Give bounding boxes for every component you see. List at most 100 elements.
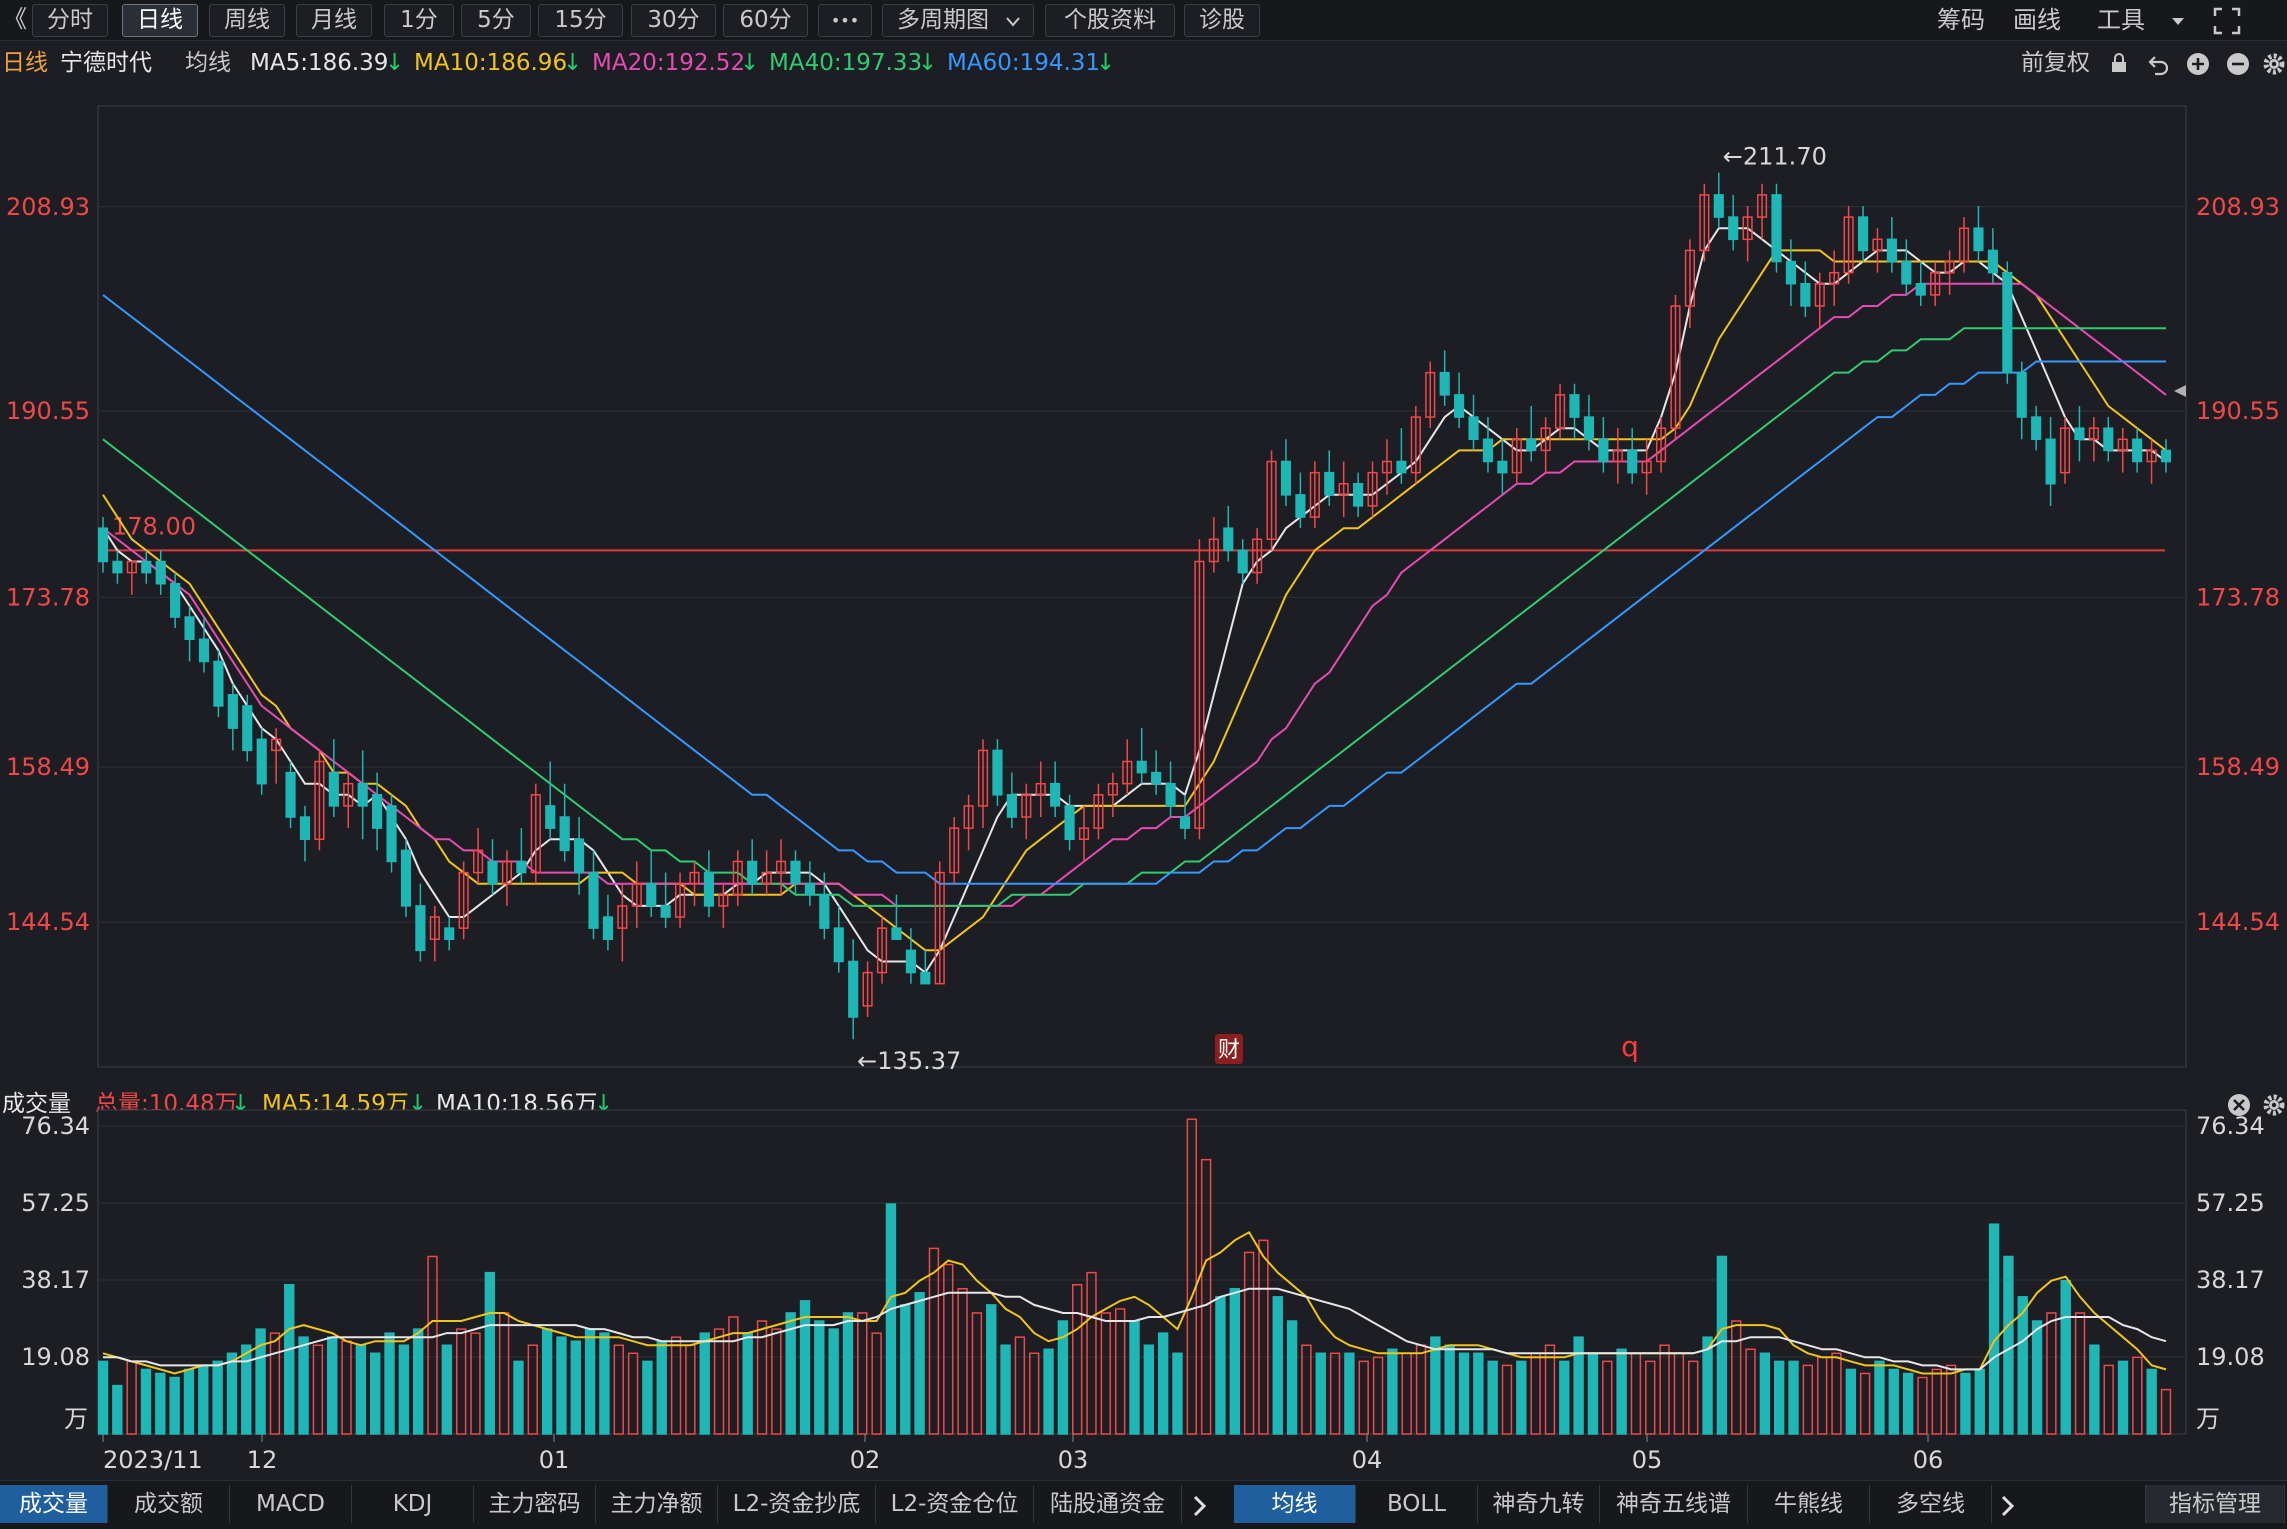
indicator-tab-macd[interactable]: MACD: [230, 1485, 352, 1523]
zoom-in-icon[interactable]: [2186, 52, 2210, 76]
volume-bar-down: [556, 1336, 567, 1435]
price-info-bar: 日线 宁德时代 均线 MA5:186.39 ↓ MA10:186.96 ↓ MA…: [0, 43, 2287, 83]
stock-name[interactable]: 宁德时代: [60, 50, 152, 76]
volume-bar-down: [484, 1271, 496, 1435]
stock-info-button[interactable]: 个股资料: [1045, 4, 1175, 37]
volume-bar-down: [1988, 1223, 2000, 1435]
period-tab-30min[interactable]: 30分: [631, 4, 716, 37]
candle-down: [1857, 216, 1869, 252]
x-tick-label: 02: [850, 1446, 881, 1474]
indicator-tab-amount[interactable]: 成交额: [108, 1485, 230, 1523]
overlay-tab-magic-nine[interactable]: 神奇九转: [1478, 1485, 1600, 1523]
chevron-right-icon[interactable]: [2000, 1495, 2016, 1517]
back-icon[interactable]: 《: [3, 5, 27, 33]
period-tab-daily[interactable]: 日线: [122, 4, 198, 37]
volume-tick-right: 57.25: [2196, 1189, 2265, 1217]
overlay-tab-bull-bear[interactable]: 牛熊线: [1748, 1485, 1870, 1523]
volume-bar-up: [1358, 1360, 1369, 1435]
volume-bar-down: [1272, 1296, 1283, 1435]
multi-period-dropdown[interactable]: 多周期图: [882, 4, 1034, 37]
close-icon[interactable]: [2227, 1093, 2251, 1117]
overlay-tab-long-short[interactable]: 多空线: [1870, 1485, 1992, 1523]
volume-label: 成交量: [2, 1091, 71, 1117]
settings-icon[interactable]: [2262, 1093, 2286, 1117]
lock-icon[interactable]: [2108, 52, 2130, 74]
volume-bar-down: [1315, 1352, 1326, 1435]
candle-down: [1136, 760, 1147, 774]
candle-down: [1526, 438, 1537, 452]
ma20-value: MA20:192.52: [592, 50, 746, 76]
high-marker: ←211.70: [1723, 143, 1827, 171]
indicator-tab-bar: 成交量 成交额 MACD KDJ 主力密码 主力净额 L2-资金抄底 L2-资金…: [0, 1480, 2287, 1529]
tools-menu[interactable]: 工具: [2097, 4, 2184, 37]
overlay-tab-boll[interactable]: BOLL: [1356, 1485, 1478, 1523]
volume-bar-up: [1014, 1336, 1026, 1435]
indicator-tab-kdj[interactable]: KDJ: [352, 1485, 474, 1523]
settings-icon[interactable]: [2262, 52, 2286, 76]
indicator-tab-main-code[interactable]: 主力密码: [474, 1485, 596, 1523]
volume-bar-down: [1000, 1344, 1011, 1435]
volume-bar-down: [570, 1340, 581, 1435]
indicator-tab-l2-bottom[interactable]: L2-资金抄底: [718, 1485, 876, 1523]
candle-up: [1252, 538, 1263, 574]
volume-bar-up: [1243, 1251, 1255, 1435]
volume-bar-up: [427, 1255, 438, 1435]
overlay-tab-magic-staff[interactable]: 神奇五线谱: [1600, 1485, 1748, 1523]
indicator-manage-button[interactable]: 指标管理: [2145, 1485, 2285, 1523]
volume-bar-down: [1143, 1344, 1155, 1435]
overlay-tab-ma[interactable]: 均线: [1234, 1485, 1356, 1523]
volume-bar-down: [2146, 1368, 2157, 1435]
volume-bar-down: [1172, 1352, 1183, 1435]
volume-bar-up: [1086, 1271, 1097, 1435]
candle-down: [487, 860, 498, 885]
more-periods-button[interactable]: •••: [818, 4, 872, 37]
price-chart[interactable]: 208.93 208.93 190.55 190.55 173.78 173.78 158.…: [0, 82, 2287, 1082]
candle-down: [1050, 782, 1061, 807]
candle-down: [415, 905, 426, 952]
volume-bar-up: [1501, 1364, 1513, 1435]
volume-bar-down: [900, 1304, 911, 1435]
volume-bar-down: [1430, 1336, 1441, 1435]
candle-down: [1223, 527, 1234, 552]
chips-button[interactable]: 筹码: [1937, 6, 1985, 34]
candle-up: [314, 760, 325, 840]
period-tab-15min[interactable]: 15分: [538, 4, 623, 37]
undo-icon[interactable]: [2147, 52, 2171, 76]
volume-chart[interactable]: 76.34 76.34 57.25 57.25 38.17 38.17 19.08 19.08…: [0, 1100, 2287, 1480]
volume-bar-down: [370, 1352, 381, 1435]
last-price-pointer: [2174, 385, 2186, 397]
zoom-out-icon[interactable]: [2226, 52, 2250, 76]
price-tick-right: 208.93: [2196, 193, 2280, 221]
period-tab-60min[interactable]: 60分: [723, 4, 808, 37]
candle-up: [1944, 260, 1955, 274]
candle-down: [573, 838, 585, 874]
draw-line-button[interactable]: 画线: [2013, 6, 2061, 34]
diagnose-button[interactable]: 诊股: [1184, 4, 1260, 37]
indicator-tab-main-net[interactable]: 主力净额: [596, 1485, 718, 1523]
indicator-tab-l2-position[interactable]: L2-资金仓位: [876, 1485, 1034, 1523]
period-tab-monthly[interactable]: 月线: [296, 4, 372, 37]
candle-up: [1756, 194, 1768, 218]
indicator-tab-volume[interactable]: 成交量: [0, 1485, 108, 1523]
volume-bar-up: [928, 1247, 940, 1435]
indicator-tab-northbound[interactable]: 陆股通资金: [1034, 1485, 1182, 1523]
volume-ma-line-ma10: [103, 1287, 2167, 1371]
volume-bar-up: [1745, 1348, 1756, 1435]
expand-icon[interactable]: [2212, 6, 2242, 36]
price-tick-right: 158.49: [2196, 753, 2280, 781]
candle-down: [1901, 260, 1912, 285]
candle-up: [732, 860, 743, 896]
volume-tick-left: 57.25: [21, 1189, 90, 1217]
volume-tick-right: 38.17: [2196, 1266, 2265, 1294]
candle-up: [473, 849, 484, 874]
candle-up: [977, 749, 989, 807]
chevron-right-icon[interactable]: [1192, 1495, 1208, 1517]
ma-type-label[interactable]: 均线: [185, 50, 231, 76]
period-tab-weekly[interactable]: 周线: [209, 4, 285, 37]
period-tab-1min[interactable]: 1分: [384, 4, 454, 37]
adjust-mode[interactable]: 前复权: [2021, 50, 2090, 76]
period-tab-fenshi[interactable]: 分时: [32, 4, 108, 37]
candle-down: [227, 694, 238, 729]
period-tab-5min[interactable]: 5分: [461, 4, 531, 37]
volume-bar-down: [441, 1344, 453, 1435]
